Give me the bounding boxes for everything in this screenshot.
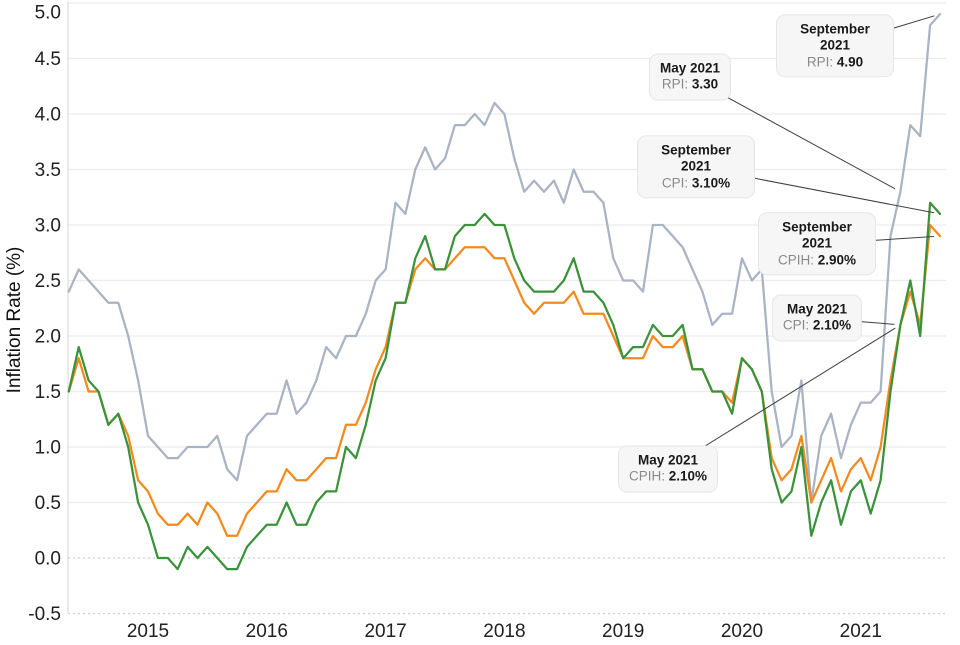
annotation-sep-2021-cpih: September 2021 CPIH: 2.90%	[758, 212, 876, 276]
y-tick-labels: 5.0 4.5 4.0 3.5 3.0 2.5 2.0 1.5 1.0 0.5 0.0 -0.5	[28, 3, 61, 626]
annotation-series-label: RPI:	[661, 77, 692, 92]
annotation-may-2021-cpih: May 2021 CPIH: 2.10%	[617, 445, 719, 493]
annotation-series-label: CPIH:	[628, 469, 669, 484]
annotation-value: 2.10%	[668, 469, 708, 484]
annotation-series-label: CPI:	[782, 318, 813, 333]
y-tick-label: 1.0	[35, 438, 61, 459]
series-line-rpi	[67, 12, 942, 504]
x-tick-label: 2017	[364, 621, 406, 640]
annotation-title: May 2021	[786, 301, 848, 317]
annotation-sep-2021-rpi: September 2021 RPI: 4.90	[776, 14, 894, 78]
leader-line-may-2021-cpih	[667, 327, 896, 470]
annotation-value: 3.10%	[691, 175, 731, 191]
series-lines	[67, 12, 942, 571]
y-axis-title: Inflation Rate (%)	[4, 246, 25, 394]
x-tick-labels: 2015 2016 2017 2018 2019 2020 2021	[127, 621, 882, 642]
annotation-series-label: CPI:	[661, 175, 692, 191]
y-tick-label: 0.5	[35, 493, 61, 514]
annotation-title: September 2021	[782, 219, 852, 251]
annotation-may-2021-cpi: May 2021 CPI: 2.10%	[771, 294, 863, 342]
y-tick-label: 3.5	[35, 160, 61, 181]
annotation-title: September 2021	[800, 21, 870, 53]
annotation-sep-2021-cpi: September 2021 CPI: 3.10%	[637, 135, 755, 199]
x-tick-label: 2019	[602, 621, 644, 640]
annotation-value-line: RPI: 4.90	[787, 54, 883, 70]
y-tick-label: 0.0	[35, 549, 61, 570]
annotation-title: May 2021	[659, 60, 721, 76]
y-tick-label: -0.5	[28, 604, 61, 625]
x-tick-label: 2021	[840, 621, 882, 640]
y-tick-label: 4.5	[35, 49, 61, 70]
annotation-value: 3.30	[691, 77, 719, 92]
x-tick-label: 2016	[246, 621, 288, 640]
annotation-value-line: RPI: 3.30	[660, 77, 720, 93]
y-tick-label: 1.5	[35, 382, 61, 403]
y-tick-label: 2.5	[35, 271, 61, 292]
annotation-value: 2.90%	[817, 252, 857, 268]
y-tick-label: 4.0	[35, 105, 61, 126]
annotation-value-line: CPIH: 2.10%	[629, 469, 707, 485]
y-tick-label: 3.0	[35, 216, 61, 237]
annotation-may-2021-rpi: May 2021 RPI: 3.30	[648, 53, 732, 101]
x-tick-label: 2020	[721, 621, 763, 640]
x-tick-label: 2018	[483, 621, 525, 640]
y-tick-label: 5.0	[35, 3, 61, 24]
annotation-value-line: CPIH: 2.90%	[769, 252, 865, 268]
annotation-value: 2.10%	[812, 318, 852, 333]
annotation-title: September 2021	[661, 142, 731, 174]
annotation-title: May 2021	[637, 452, 699, 468]
series-line-cpih	[67, 223, 942, 537]
annotation-value-line: CPI: 3.10%	[648, 175, 744, 191]
gridlines	[67, 2, 946, 615]
series-line-cpi	[67, 201, 942, 571]
annotation-value-line: CPI: 2.10%	[783, 318, 851, 334]
x-tick-label: 2015	[127, 621, 169, 640]
annotation-value: 4.90	[836, 54, 864, 70]
y-tick-label: 2.0	[35, 327, 61, 348]
annotation-series-label: RPI:	[806, 54, 837, 70]
annotation-series-label: CPIH:	[777, 252, 818, 268]
